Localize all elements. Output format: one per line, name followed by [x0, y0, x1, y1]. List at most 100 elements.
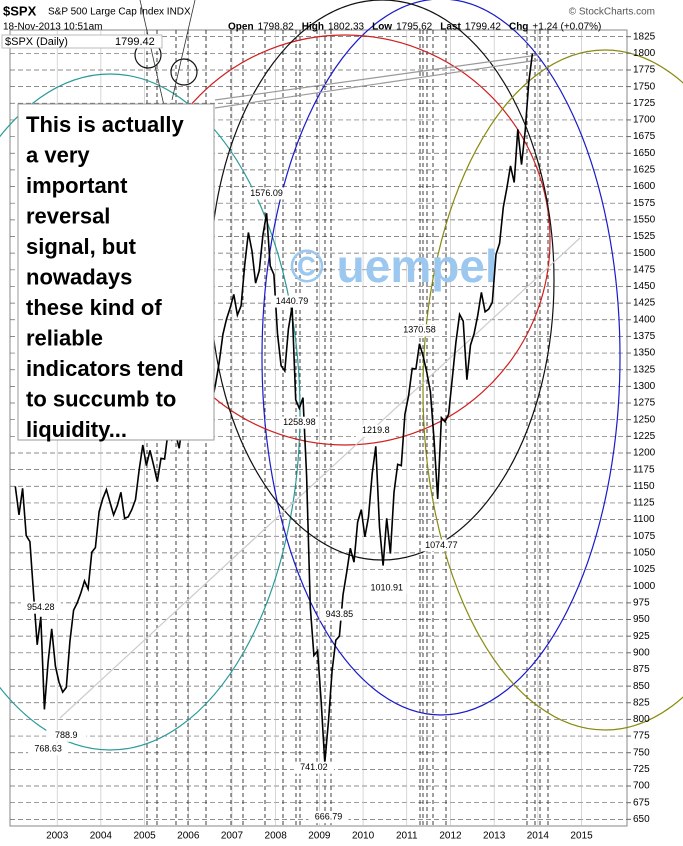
callout-box: [17, 103, 215, 441]
y-tick-label: 1275: [633, 398, 656, 409]
quote-value: 1802.33: [328, 22, 365, 33]
y-tick-label: 1300: [633, 381, 656, 392]
y-tick-label: 1175: [633, 464, 655, 475]
legend: $SPX (Daily) 1799.42: [1, 34, 163, 49]
quote-value: 1799.42: [465, 22, 502, 33]
y-tick-label: 1075: [633, 531, 656, 542]
y-tick-label: 1225: [633, 431, 656, 442]
x-tick-label: 2006: [177, 831, 200, 842]
y-tick-label: 1625: [633, 165, 656, 176]
y-tick-label: 800: [633, 714, 650, 725]
y-tick-label: 750: [633, 747, 650, 758]
ellipse: [261, 0, 621, 716]
annotation: 1370.58: [403, 325, 436, 335]
callout: This is actually a very important reversal s…: [17, 103, 215, 442]
x-tick-label: 2011: [396, 831, 418, 842]
annotation: 768.63: [34, 744, 62, 754]
annotation: 1219.8: [362, 425, 390, 435]
annotation: 788.9: [55, 730, 78, 740]
y-tick-label: 900: [633, 647, 650, 658]
y-tick-label: 1550: [633, 214, 656, 225]
y-tick-label: 725: [633, 764, 650, 775]
legend-box: [1, 34, 163, 49]
x-tick-label: 2015: [570, 831, 593, 842]
callout-line: liquidity...: [26, 417, 127, 442]
annotation: 1576.09: [250, 188, 283, 198]
quote-label: High: [302, 22, 324, 33]
watermark: © uempel: [290, 240, 498, 292]
source: © StockCharts.com: [569, 7, 655, 18]
callout-line: to succumb to: [26, 386, 176, 411]
callout-line: a very: [26, 142, 90, 167]
x-tick-label: 2003: [46, 831, 69, 842]
x-tick-label: 2005: [133, 831, 156, 842]
y-tick-label: 1350: [633, 348, 656, 359]
trend-line: [59, 237, 581, 719]
y-tick-label: 1750: [633, 81, 656, 92]
y-tick-label: 875: [633, 664, 650, 675]
x-tick-label: 2007: [221, 831, 244, 842]
callout-line: reversal: [26, 203, 110, 228]
pointer-line: [214, 54, 539, 101]
y-tick-label: 1775: [633, 65, 656, 76]
y-tick-label: 1825: [633, 31, 656, 42]
legend-name: $SPX (Daily): [5, 36, 68, 48]
quote-value: 1795.62: [396, 22, 433, 33]
annotation-bg: [366, 581, 407, 594]
x-tick-label: 2010: [352, 831, 375, 842]
annotation: 954.28: [27, 602, 55, 612]
y-tick-label: 1500: [633, 248, 656, 259]
y-tick-label: 1400: [633, 314, 656, 325]
y-tick-label: 675: [633, 797, 650, 808]
quote-value: 1798.82: [258, 22, 295, 33]
annotation: 1074.77: [425, 540, 458, 550]
y-tick-label: 1575: [633, 198, 656, 209]
y-tick-label: 1025: [633, 564, 656, 575]
annotation: 741.02: [300, 762, 328, 772]
ellipse: [0, 73, 301, 751]
callout-line: nowadays: [26, 264, 132, 289]
x-tick-label: 2013: [483, 831, 506, 842]
x-tick-label: 2009: [308, 831, 331, 842]
callout-line: signal, but: [26, 234, 137, 259]
ellipse: [422, 49, 683, 731]
plot-frame: [9, 29, 628, 827]
x-tick-label: 2012: [439, 831, 462, 842]
y-tick-label: 1100: [633, 514, 655, 525]
y-tick-label: 850: [633, 681, 650, 692]
trend-line: [139, 0, 166, 111]
y-tick-label: 825: [633, 697, 650, 708]
callout-line: important: [26, 173, 128, 198]
header: $SPX S&P 500 Large Cap Index INDX © Stoc…: [3, 3, 655, 32]
annotation-bg: [355, 424, 396, 437]
annotation-bg: [308, 811, 349, 824]
trend-line: [171, 0, 196, 101]
legend-value: 1799.42: [115, 36, 155, 48]
annotation-bg: [46, 729, 87, 742]
annotation-bg: [246, 187, 287, 200]
index-name: S&P 500 Large Cap Index INDX: [48, 7, 191, 18]
annotation: 1010.91: [370, 582, 403, 592]
y-tick-label: 1325: [633, 364, 656, 375]
annotation: 1440.79: [276, 296, 309, 306]
y-tick-label: 1450: [633, 281, 656, 292]
quote-label: Last: [440, 22, 461, 33]
timestamp: 18-Nov-2013 10:51am: [3, 22, 103, 33]
y-tick-label: 975: [633, 597, 650, 608]
y-tick-label: 1525: [633, 231, 656, 242]
x-tick-label: 2004: [90, 831, 113, 842]
y-tick-label: 650: [633, 814, 650, 825]
y-tick-label: 1650: [633, 148, 656, 159]
y-tick-label: 1425: [633, 298, 656, 309]
price-line: [14, 53, 534, 763]
circle: [170, 58, 198, 86]
pointer-line: [214, 59, 539, 109]
y-tick-label: 1725: [633, 98, 656, 109]
annotation-bg: [20, 601, 61, 614]
y-tick-label: 1600: [633, 181, 656, 192]
x-tick-label: 2014: [527, 831, 550, 842]
y-tick-label: 1150: [633, 481, 655, 492]
y-tick-label: 1000: [633, 581, 656, 592]
annotation-bg: [421, 539, 462, 552]
